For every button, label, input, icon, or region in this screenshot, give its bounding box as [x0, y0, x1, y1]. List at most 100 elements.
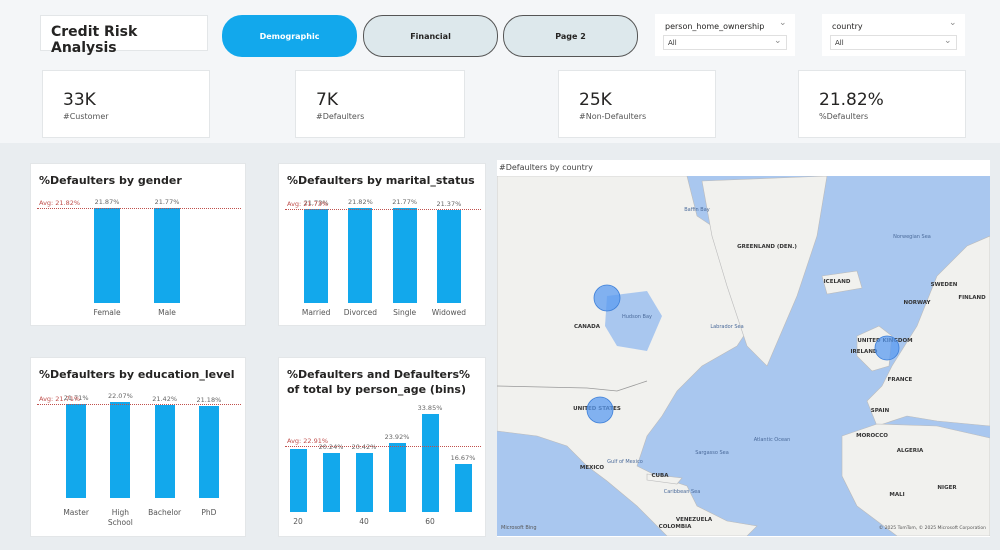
nav-tab[interactable]: Page 2 [503, 15, 638, 57]
map-label: Caribbean Sea [664, 489, 701, 495]
chart-title: %Defaulters by gender [39, 174, 182, 187]
bar [388, 442, 406, 512]
bubble [586, 396, 614, 424]
map-title: #Defaulters by country [499, 163, 593, 172]
map-label: Baffin Bay [684, 207, 710, 213]
average-line [285, 208, 481, 210]
map-label: VENEZUELA [676, 517, 713, 523]
bar [392, 208, 417, 303]
value-label: 22.07% [107, 392, 133, 401]
landmass [646, 473, 683, 485]
map-card: #Defaulters by country Baffin Bay GREENLAN… [497, 160, 990, 537]
map-label: MOROCCO [856, 433, 888, 439]
x-tick-label: High School [107, 508, 133, 527]
x-tick-label: Male [158, 308, 176, 317]
x-tick-label: Divorced [343, 308, 378, 317]
kpi-label: #Customer [63, 112, 109, 121]
map-label: FRANCE [888, 377, 913, 383]
bar [421, 413, 439, 512]
border [497, 380, 648, 392]
map[interactable]: Baffin Bay GREENLAND (DEN.) ICELAND Norwegi… [497, 176, 990, 536]
x-tick-label: PhD [201, 508, 217, 517]
chevron: ⌄ [774, 36, 782, 46]
average-label: Avg: 21.71% [39, 394, 81, 403]
chart-card: %Defaulters by gender Female Male 21.87% 21.… [30, 163, 246, 326]
bar [322, 453, 340, 512]
chart-title: %Defaulters by marital_status [287, 174, 475, 187]
landmass [841, 423, 990, 536]
title-card: Credit Risk Analysis [40, 15, 208, 56]
bar [355, 452, 373, 512]
map-label: COLOMBIA [659, 524, 692, 530]
average-label: Avg: 21.82% [39, 199, 81, 208]
slicer-label: country [832, 22, 863, 31]
bar [66, 403, 87, 498]
chart-title: %Defaulters by education_level [39, 368, 235, 381]
x-tick-label: Female [93, 308, 121, 317]
map-label: CANADA [574, 324, 601, 330]
kpi-card: 25K #Non-Defaulters [558, 70, 716, 138]
map-label: FINLAND [958, 295, 986, 301]
map-label: Norwegian Sea [893, 234, 931, 240]
map-label: Hudson Bay [622, 314, 652, 320]
map-label: MEXICO [580, 465, 605, 471]
slicer-dropdown[interactable]: All ⌄ [663, 35, 787, 50]
value-label: 21.18% [196, 395, 222, 404]
value-label: 20.24% [318, 443, 344, 452]
average-line [285, 445, 481, 447]
bay [605, 291, 662, 351]
slicer-dropdown[interactable]: All ⌄ [830, 35, 957, 50]
kpi-value: 33K [63, 90, 96, 110]
value-label: 21.87% [94, 197, 120, 206]
slicer-value: All [835, 39, 844, 47]
kpi-card: 7K #Defaulters [295, 70, 465, 138]
chevron: ⌄ [944, 36, 952, 46]
kpi-value: 25K [579, 90, 612, 110]
slicer: country ⌄ All ⌄ [822, 14, 965, 56]
map-label: MALI [889, 492, 904, 498]
x-tick-label: Single [393, 308, 417, 317]
slicer-value: All [668, 39, 677, 47]
x-tick-label: 20 [293, 517, 303, 526]
x-tick-label: Married [301, 308, 331, 317]
bar [348, 208, 373, 303]
bubble [593, 284, 621, 312]
bar [198, 405, 219, 498]
x-tick-label: Bachelor [148, 508, 182, 517]
chart-card: %Defaulters and Defaulters% of total by … [278, 357, 486, 537]
map-label: SPAIN [871, 408, 890, 414]
bar [154, 208, 180, 303]
kpi-label: %Defaulters [819, 112, 869, 121]
kpi-value: 21.82% [819, 90, 884, 110]
kpi-label: #Defaulters [316, 112, 365, 121]
report-title: Credit Risk Analysis [51, 24, 138, 56]
map-label: NORWAY [903, 300, 931, 306]
x-tick-label: Widowed [431, 308, 466, 317]
map-label: Atlantic Ocean [754, 437, 791, 443]
landmass [866, 235, 990, 427]
kpi-card: 21.82% %Defaulters [798, 70, 966, 138]
value-label: 33.85% [417, 403, 443, 412]
bar [436, 210, 461, 303]
nav-tab[interactable]: Financial [363, 15, 498, 57]
map-label: Labrador Sea [710, 324, 743, 330]
bar [110, 402, 131, 498]
bar [304, 208, 329, 303]
x-tick-label: 40 [359, 517, 369, 526]
map-attribution: © 2025 TomTom, © 2025 Microsoft Corporat… [879, 524, 986, 531]
value-label: 21.37% [436, 200, 462, 209]
slicer-label: person_home_ownership [665, 22, 765, 31]
map-label: SWEDEN [931, 282, 958, 288]
bar [154, 404, 175, 498]
x-tick-label: Master [63, 508, 89, 517]
chevron: ⌄ [779, 18, 787, 28]
chart-title: %Defaulters and Defaulters% of total by … [287, 368, 471, 396]
value-label: 21.71% [63, 393, 89, 402]
nav-tab[interactable]: Demographic [222, 15, 357, 57]
value-label: 23.92% [384, 432, 410, 441]
value-label: 20.42% [351, 442, 377, 451]
value-label: 16.67% [450, 453, 476, 462]
kpi-value: 7K [316, 90, 338, 110]
map-label: ICELAND [824, 279, 851, 285]
